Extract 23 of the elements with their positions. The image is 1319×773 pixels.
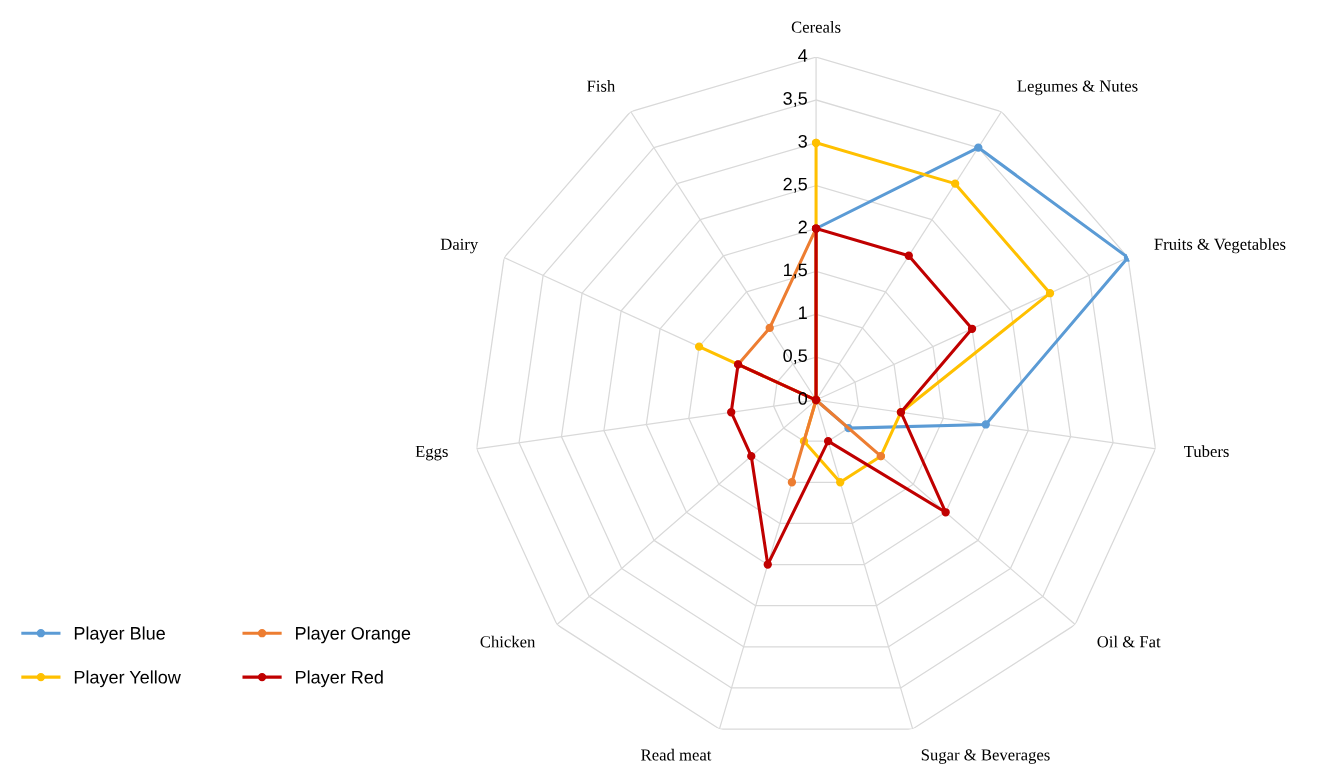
spoke-label: Sugar & Beverages [921,749,1050,764]
y-tick-label: 1 [799,306,807,319]
legend-label: Player Yellow [74,670,181,688]
legend-label: Player Orange [296,626,411,644]
spoke-label: Eggs [415,445,448,461]
y-tick-label: 2,5 [783,177,807,193]
spoke-label: Read meat [641,748,712,761]
spoke-label: Fish [587,80,616,92]
legend-label: Player Blue [74,626,165,644]
spoke-label: Chicken [480,635,536,648]
spoke-label: Fruits & Vegetables [1154,238,1286,254]
y-tick-label: 3,5 [783,92,807,107]
y-tick-label: 0 [798,392,808,405]
y-tick-label: 0,5 [783,349,807,365]
spoke-label: Legumes & Nutes [1017,80,1138,96]
y-tick-label: 3 [798,134,807,148]
legend-label: Player Red [296,670,383,688]
spoke-label: Oil & Fat [1097,635,1161,648]
y-tick-label: 4 [798,49,808,62]
y-tick-label: 2 [798,220,807,234]
spoke-label: Dairy [440,238,479,254]
spoke-label: Cereals [791,21,841,33]
spoke-label: Tubers [1184,445,1229,458]
